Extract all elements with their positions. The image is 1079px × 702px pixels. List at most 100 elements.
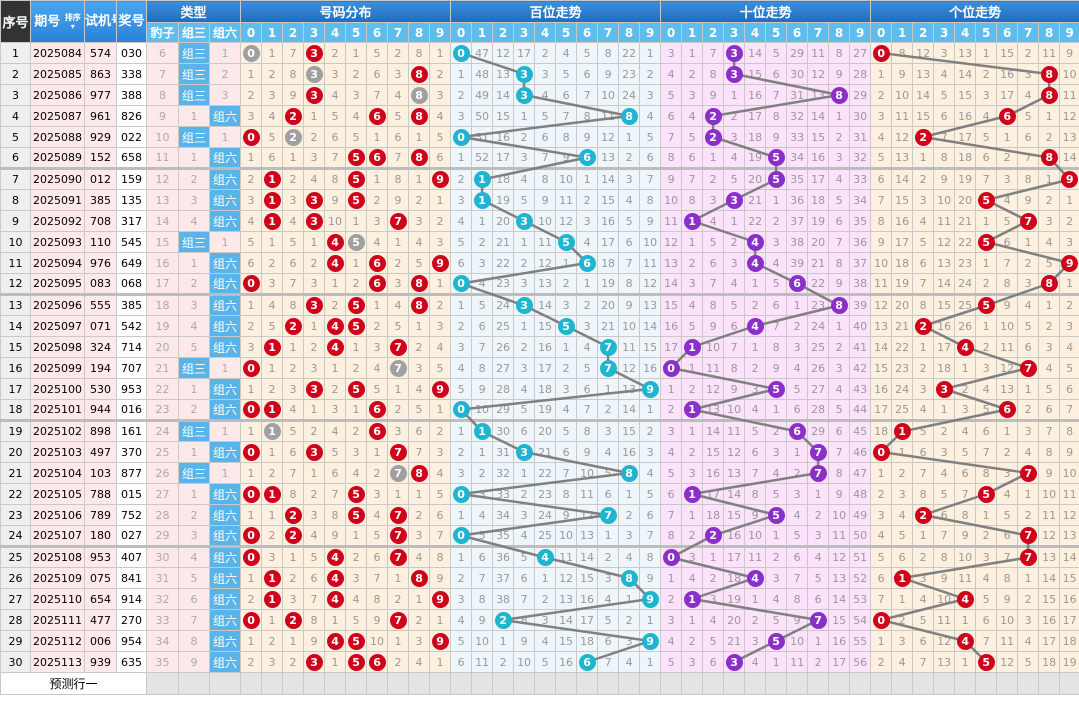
shi-ball: 2 (704, 107, 722, 125)
predict-cell[interactable] (870, 672, 893, 695)
dist-cell: 6 (366, 63, 389, 85)
dist-cell: 2 (366, 462, 389, 484)
predict-cell[interactable] (975, 672, 998, 695)
predict-cell[interactable] (807, 672, 830, 695)
shi-cell: 1 (681, 231, 704, 253)
bai-cell: 1 (597, 525, 620, 547)
bai-cell: 8 (639, 189, 662, 211)
predict-cell[interactable] (208, 672, 242, 695)
shi-ball: 1 (683, 212, 701, 230)
predict-cell[interactable] (450, 672, 473, 695)
predict-cell[interactable] (492, 672, 515, 695)
predict-cell[interactable] (471, 672, 494, 695)
predict-cell[interactable] (387, 672, 410, 695)
predict-cell[interactable] (345, 672, 368, 695)
dist-cell: 3 (408, 525, 431, 547)
sort-icon[interactable]: 排序 ▾ (64, 12, 81, 31)
shi-cell: 2 (744, 357, 767, 379)
ge-cell: 8 (912, 293, 935, 316)
shi-cell: 27 (849, 42, 872, 64)
shi-cell: 5 (660, 651, 683, 673)
predict-cell[interactable] (366, 672, 389, 695)
dist-cell: 4 (345, 588, 368, 610)
ge-cell: 14 (1059, 147, 1079, 169)
predict-cell[interactable] (744, 672, 767, 695)
dist-cell: 4 (303, 525, 326, 547)
ge-cell: 17 (1038, 630, 1061, 652)
predict-cell[interactable] (618, 672, 641, 695)
dist-cell: 4 (324, 231, 347, 253)
predict-cell[interactable] (849, 672, 872, 695)
dist-cell: 8 (324, 504, 347, 526)
predict-cell[interactable] (954, 672, 977, 695)
predict-cell[interactable] (324, 672, 347, 695)
predict-cell[interactable] (639, 672, 662, 695)
shi-cell: 33 (849, 167, 872, 190)
ge-cell: 1 (975, 315, 998, 337)
bai-cell: 17 (513, 42, 536, 64)
predict-cell[interactable] (681, 672, 704, 695)
predict-cell[interactable] (1038, 672, 1061, 695)
predict-cell[interactable] (828, 672, 851, 695)
ge-cell: 0 (870, 609, 893, 631)
shi-ball: 1 (683, 590, 701, 608)
predict-cell[interactable] (786, 672, 809, 695)
predict-cell[interactable] (303, 672, 326, 695)
bai-cell: 1 (576, 273, 599, 295)
dist-cell: 5 (366, 378, 389, 400)
bai-cell: 3 (513, 293, 536, 316)
bai-cell: 6 (597, 483, 620, 505)
dist-ball: 7 (389, 527, 407, 544)
predict-cell[interactable] (660, 672, 683, 695)
predict-cell[interactable] (912, 672, 935, 695)
bai-cell: 48 (471, 63, 494, 85)
type-omission: 3 (178, 293, 210, 316)
predict-cell[interactable] (702, 672, 725, 695)
bai-cell: 7 (618, 252, 641, 274)
predict-cell[interactable] (996, 672, 1019, 695)
dist-ball: 8 (410, 569, 428, 587)
predict-cell[interactable] (282, 672, 305, 695)
dist-cell: 9 (429, 252, 452, 274)
predict-cell[interactable] (891, 672, 914, 695)
predict-cell[interactable] (261, 672, 284, 695)
predict-cell[interactable] (534, 672, 557, 695)
type-omission: 16 (146, 252, 179, 274)
row-issue: 2025095 (30, 273, 85, 295)
bai-cell: 10 (618, 315, 641, 337)
predict-cell[interactable] (146, 672, 179, 695)
header-issue[interactable]: 期号 排序 ▾ (30, 0, 85, 43)
dist-ball: 1 (263, 423, 281, 440)
dist-cell: 3 (303, 293, 326, 316)
ge-cell: 7 (1017, 525, 1040, 547)
shi-ball: 5 (767, 149, 785, 166)
dist-cell: 2 (345, 63, 368, 85)
bai-cell: 15 (534, 315, 557, 337)
dist-cell: 6 (303, 567, 326, 589)
bai-cell: 9 (639, 588, 662, 610)
predict-cell[interactable] (429, 672, 452, 695)
predict-cell[interactable] (513, 672, 536, 695)
predict-cell[interactable] (178, 672, 210, 695)
predict-cell[interactable] (1017, 672, 1040, 695)
ge-ball: 5 (977, 485, 995, 503)
predict-cell[interactable] (408, 672, 431, 695)
row-draw-number: 370 (116, 441, 147, 463)
dist-ball: 1 (263, 191, 281, 209)
predict-cell[interactable] (240, 672, 263, 695)
predict-cell[interactable] (1059, 672, 1079, 695)
row-seq: 14 (0, 315, 31, 337)
predict-cell[interactable] (765, 672, 788, 695)
dist-ball: 0 (242, 611, 260, 629)
header-dist-digit-6: 6 (366, 22, 389, 43)
predict-cell[interactable] (723, 672, 746, 695)
ge-cell: 12 (891, 126, 914, 148)
dist-cell: 2 (240, 588, 263, 610)
predict-cell[interactable] (555, 672, 578, 695)
predict-cell[interactable] (576, 672, 599, 695)
type-omission: 1 (208, 231, 242, 253)
bai-cell: 8 (597, 42, 620, 64)
ge-cell: 2 (975, 273, 998, 295)
predict-cell[interactable] (597, 672, 620, 695)
predict-cell[interactable] (933, 672, 956, 695)
